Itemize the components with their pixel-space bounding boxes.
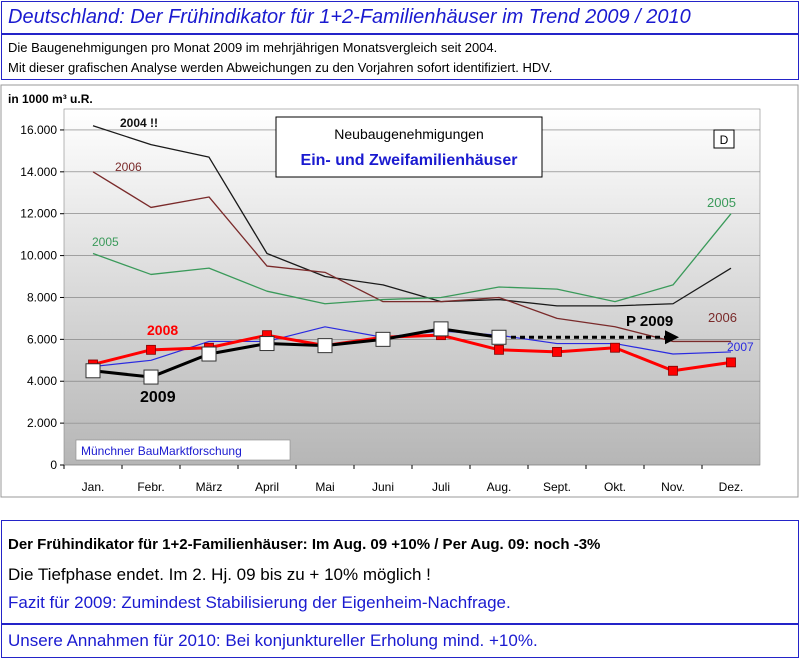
x-tick-label: Juli [432,480,450,494]
marker-2009 [317,338,333,354]
x-tick-label: Febr. [137,480,164,494]
marker-2009 [433,321,449,337]
marker-2009 [491,329,507,345]
subtitle-box: Die Baugenehmigungen pro Monat 2009 im m… [1,34,799,80]
line-chart: 0 2.000 4.000 6.000 8.000 10.000 12.000 14.000 1… [0,84,799,498]
region-badge: D [713,129,735,149]
label-2005-left: 2005 [92,235,119,249]
label-2007: 2007 [727,340,754,354]
marker-2009 [259,336,275,352]
page-title: Deutschland: Der Frühindikator für 1+2-F… [8,6,691,28]
summary-box: Der Frühindikator für 1+2-Familienhäuser… [1,520,799,624]
legend-line-2: Ein- und Zweifamilienhäuser [301,152,518,169]
x-axis: Jan. Febr. März April Mai Juni Juli Aug. Sept. Ok… [63,465,744,494]
y-tick-label: 0 [50,458,57,472]
x-tick-label: Juni [372,480,394,494]
subtitle-line-1: Die Baugenehmigungen pro Monat 2009 im m… [8,40,498,55]
summary-line-1: Der Frühindikator für 1+2-Familienhäuser… [8,536,601,553]
marker-2008 [668,365,678,376]
gridlines [64,129,760,466]
y-axis-label: in 1000 m³ u.R. [8,92,93,106]
x-tick-label: Nov. [661,480,685,494]
series-line-2008 [92,333,732,373]
source-box: Münchner BauMarktforschung [75,439,291,461]
y-axis: 0 2.000 4.000 6.000 8.000 10.000 12.000 14.000 1… [20,123,64,472]
outlook-line: Unsere Annahmen für 2010: Bei konjunktur… [8,631,538,650]
series-line-2006 [92,171,731,343]
label-2006-right: 2006 [708,310,737,325]
label-2004: 2004 !! [120,116,158,130]
region-badge-label: D [720,133,729,147]
subtitle-line-2: Mit dieser grafischen Analyse werden Abw… [8,60,553,75]
title-box: Deutschland: Der Frühindikator für 1+2-F… [1,1,799,34]
label-p2009: P 2009 [626,313,673,330]
y-tick-label: 10.000 [20,249,57,263]
marker-2008 [146,344,156,355]
marker-2009 [201,346,217,362]
marker-2009 [85,363,101,379]
y-tick-label: 6.000 [27,332,57,346]
legend-box: Neubaugenehmigungen Ein- und Zweifamilie… [275,116,543,178]
label-2008: 2008 [147,322,178,338]
label-2005-right: 2005 [707,195,736,210]
x-tick-label: Okt. [604,480,626,494]
y-tick-label: 2.000 [27,416,57,430]
markers-group [85,321,736,385]
source-label: Münchner BauMarktforschung [81,444,242,458]
series-line-2005 [92,213,732,305]
marker-2008 [726,357,736,368]
marker-2008 [552,347,562,357]
x-tick-label: Aug. [487,480,512,494]
y-tick-label: 12.000 [20,207,57,221]
outlook-box: Unsere Annahmen für 2010: Bei konjunktur… [1,624,799,658]
projection-arrowhead [665,330,679,345]
x-tick-label: Mai [315,480,334,494]
y-tick-label: 4.000 [27,374,57,388]
x-tick-label: Dez. [719,480,744,494]
y-tick-label: 16.000 [20,123,57,137]
x-tick-label: Sept. [543,480,571,494]
y-tick-label: 14.000 [20,165,57,179]
marker-2008 [610,342,620,353]
series-line-2009 [92,327,500,379]
marker-2008 [494,344,504,355]
x-tick-label: März [196,480,223,494]
label-2006-left: 2006 [115,160,142,174]
series-line-2004 [92,125,732,307]
series-group [92,125,732,379]
summary-line-3: Fazit für 2009: Zumindest Stabilisierung… [8,593,511,612]
marker-2009 [143,369,159,385]
marker-2009 [375,331,391,347]
y-tick-label: 8.000 [27,290,57,304]
x-tick-label: Jan. [82,480,105,494]
x-tick-label: April [255,480,279,494]
label-2009: 2009 [140,389,176,406]
summary-line-2: Die Tiefphase endet. Im 2. Hj. 09 bis zu… [8,565,431,584]
legend-line-1: Neubaugenehmigungen [334,126,483,142]
